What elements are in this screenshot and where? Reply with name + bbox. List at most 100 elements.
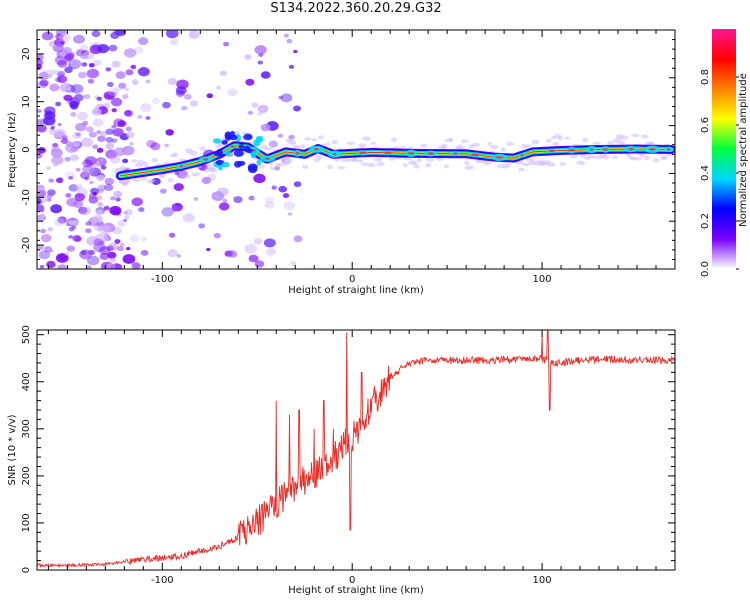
noise-blob xyxy=(69,100,79,109)
noise-blob xyxy=(107,251,117,259)
noise-blob xyxy=(257,104,269,114)
snr-series-line xyxy=(37,330,675,569)
noise-blob xyxy=(66,100,71,104)
noise-blob xyxy=(92,144,99,149)
halo-blob xyxy=(416,157,422,163)
noise-blob xyxy=(100,165,107,170)
noise-blob xyxy=(137,67,150,77)
noise-blob xyxy=(122,158,129,164)
halo-blob xyxy=(376,161,385,167)
noise-blob xyxy=(251,102,259,108)
noise-blob xyxy=(93,59,102,66)
y-tick-label: 10 xyxy=(21,95,32,108)
y-tick-label: 20 xyxy=(21,48,32,61)
halo-blob xyxy=(440,143,448,149)
noise-blob xyxy=(113,30,124,36)
halo-blob xyxy=(122,181,128,187)
noise-blob xyxy=(110,196,116,201)
halo-blob xyxy=(464,165,474,170)
noise-blob xyxy=(293,105,301,112)
halo-blob xyxy=(403,157,412,161)
noise-blob xyxy=(85,126,94,133)
noise-blob xyxy=(111,108,117,113)
noise-blob xyxy=(68,235,73,239)
y-tick-label: 200 xyxy=(21,466,32,485)
disturbed-blob xyxy=(221,139,228,145)
halo-blob xyxy=(182,174,191,178)
noise-blob xyxy=(88,63,95,68)
noise-blob xyxy=(65,193,72,198)
disturbed-blob xyxy=(243,145,251,153)
halo-blob xyxy=(302,164,309,170)
noise-blob xyxy=(277,133,284,138)
halo-blob xyxy=(370,141,377,145)
ridge-layer-5 xyxy=(120,145,672,177)
noise-blob xyxy=(293,181,302,188)
halo-blob xyxy=(521,162,531,167)
ridge-core xyxy=(358,151,367,154)
halo-blob xyxy=(413,164,420,169)
noise-blob xyxy=(264,200,275,209)
snr-marks xyxy=(37,330,675,569)
noise-blob xyxy=(140,249,149,256)
noise-blob xyxy=(260,123,271,132)
noise-blob xyxy=(129,142,134,146)
disturbed-blob xyxy=(212,138,222,144)
noise-blob xyxy=(206,93,214,99)
noise-blob xyxy=(247,110,254,115)
noise-blob xyxy=(176,203,181,207)
noise-blob xyxy=(76,111,88,121)
x-tick-label: 0 xyxy=(349,575,355,586)
noise-blob xyxy=(124,87,129,92)
x-tick-label: 100 xyxy=(533,575,552,586)
noise-blob xyxy=(49,83,60,92)
y-tick-label: 0 xyxy=(21,146,32,152)
noise-blob xyxy=(109,155,114,159)
disturbed-blob xyxy=(233,149,244,157)
halo-blob xyxy=(518,167,525,172)
noise-blob xyxy=(99,158,105,163)
noise-blob xyxy=(47,198,52,202)
halo-blob xyxy=(505,142,515,146)
noise-blob xyxy=(122,94,129,99)
noise-blob xyxy=(43,106,56,116)
halo-blob xyxy=(191,172,201,177)
noise-blob xyxy=(283,33,289,38)
noise-blob xyxy=(106,262,116,269)
noise-blob xyxy=(150,142,161,151)
noise-blob xyxy=(117,120,127,128)
halo-blob xyxy=(460,139,469,144)
halo-blob xyxy=(148,179,156,183)
halo-blob xyxy=(264,147,273,151)
noise-blob xyxy=(57,216,67,224)
halo-blob xyxy=(471,142,481,147)
noise-blob xyxy=(63,94,73,102)
noise-blob xyxy=(111,124,117,129)
noise-blob xyxy=(245,78,255,86)
noise-blob xyxy=(198,223,206,229)
noise-blob xyxy=(165,30,179,39)
halo-blob xyxy=(601,155,610,160)
colorbar-tick-label: 0.2 xyxy=(700,213,711,229)
noise-blob xyxy=(222,198,228,203)
noise-blob xyxy=(112,127,124,137)
noise-blob xyxy=(37,63,42,71)
noise-blob xyxy=(47,227,54,232)
halo-blob xyxy=(341,158,351,163)
noise-blob xyxy=(244,243,257,254)
ridge-core xyxy=(333,152,337,156)
noise-blob xyxy=(109,257,116,263)
noise-blob xyxy=(216,85,221,90)
noise-blob xyxy=(97,202,104,207)
noise-blob xyxy=(105,67,112,72)
noise-blob xyxy=(167,77,178,86)
noise-blob xyxy=(50,204,63,214)
x-tick-label: 0 xyxy=(349,274,355,285)
noise-blob xyxy=(70,59,83,69)
noise-blob xyxy=(66,197,78,207)
noise-blob xyxy=(98,224,111,234)
x-tick-label: 100 xyxy=(533,274,552,285)
noise-blob xyxy=(121,145,135,156)
noise-blob xyxy=(72,235,82,242)
noise-blob xyxy=(171,207,178,213)
